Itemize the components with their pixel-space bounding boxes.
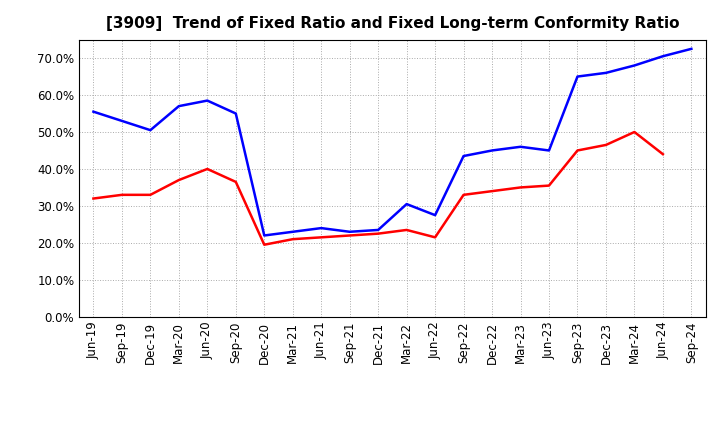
Fixed Ratio [232,111,240,116]
Fixed Long-term Conformity Ratio [374,231,382,236]
Fixed Long-term Conformity Ratio [346,233,354,238]
Fixed Long-term Conformity Ratio [659,151,667,157]
Line: Fixed Long-term Conformity Ratio: Fixed Long-term Conformity Ratio [94,132,663,245]
Fixed Ratio [260,233,269,238]
Fixed Ratio [346,229,354,235]
Fixed Long-term Conformity Ratio [89,196,98,201]
Title: [3909]  Trend of Fixed Ratio and Fixed Long-term Conformity Ratio: [3909] Trend of Fixed Ratio and Fixed Lo… [106,16,679,32]
Fixed Long-term Conformity Ratio [516,185,525,190]
Fixed Long-term Conformity Ratio [146,192,155,198]
Fixed Ratio [573,74,582,79]
Fixed Long-term Conformity Ratio [630,129,639,135]
Line: Fixed Ratio: Fixed Ratio [94,49,691,235]
Fixed Ratio [203,98,212,103]
Fixed Long-term Conformity Ratio [545,183,554,188]
Fixed Long-term Conformity Ratio [174,177,183,183]
Fixed Ratio [117,118,126,124]
Fixed Ratio [487,148,496,153]
Fixed Ratio [174,103,183,109]
Fixed Long-term Conformity Ratio [317,235,325,240]
Fixed Long-term Conformity Ratio [459,192,468,198]
Fixed Long-term Conformity Ratio [289,237,297,242]
Fixed Ratio [459,154,468,159]
Fixed Long-term Conformity Ratio [431,235,439,240]
Fixed Long-term Conformity Ratio [260,242,269,247]
Fixed Long-term Conformity Ratio [117,192,126,198]
Fixed Long-term Conformity Ratio [232,179,240,184]
Fixed Ratio [89,109,98,114]
Fixed Ratio [402,202,411,207]
Fixed Ratio [687,46,696,51]
Fixed Ratio [374,227,382,233]
Fixed Ratio [516,144,525,150]
Fixed Ratio [630,63,639,68]
Fixed Ratio [146,128,155,133]
Fixed Ratio [659,54,667,59]
Fixed Ratio [289,229,297,235]
Fixed Ratio [545,148,554,153]
Fixed Long-term Conformity Ratio [602,142,611,147]
Fixed Long-term Conformity Ratio [402,227,411,233]
Fixed Long-term Conformity Ratio [203,166,212,172]
Fixed Ratio [317,225,325,231]
Fixed Ratio [431,213,439,218]
Fixed Long-term Conformity Ratio [487,188,496,194]
Fixed Ratio [602,70,611,76]
Fixed Long-term Conformity Ratio [573,148,582,153]
